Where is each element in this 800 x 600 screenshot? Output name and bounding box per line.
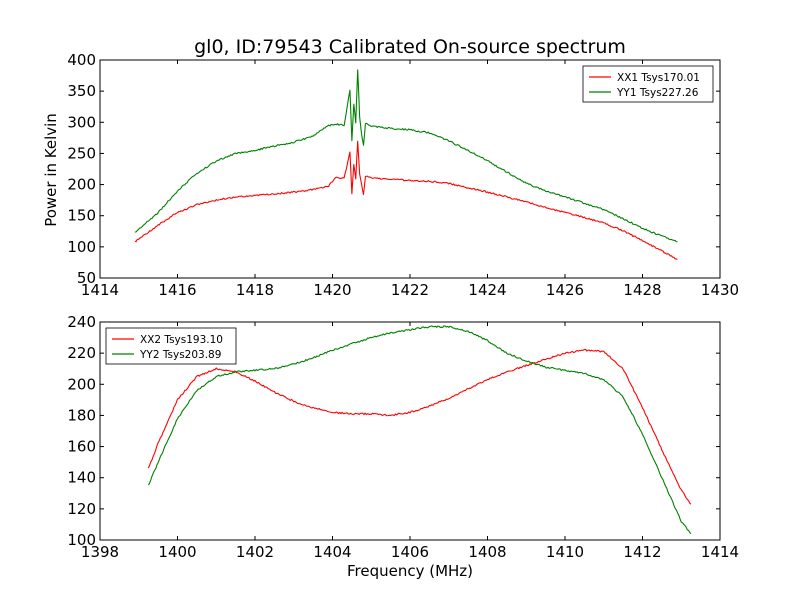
bottom-y-tick-label: 100	[67, 531, 96, 549]
top-x-tick-label: 1418	[236, 281, 274, 299]
top-x-tick-label: 1414	[81, 281, 119, 299]
bottom-legend-label: XX2 Tsys193.10	[140, 334, 223, 346]
top-y-tick-label: 100	[67, 238, 96, 256]
bottom-x-tick-label: 1398	[81, 543, 119, 561]
top-x-tick-label: 1422	[391, 281, 429, 299]
bottom-x-tick-label: 1412	[623, 543, 661, 561]
top-series-1-line	[134, 140, 678, 260]
bottom-legend-box	[105, 327, 237, 365]
bottom-y-tick-label: 240	[67, 313, 96, 331]
bottom-legend: XX2 Tsys193.10 YY2 Tsys203.89	[105, 327, 237, 365]
top-x-tick-label: 1426	[546, 281, 584, 299]
bottom-y-tick-label: 220	[67, 344, 96, 362]
top-y-tick-label: 50	[77, 269, 96, 287]
bottom-y-tick-label: 160	[67, 438, 96, 456]
top-y-tick-label: 250	[67, 144, 96, 162]
bottom-legend-label: YY2 Tsys203.89	[139, 349, 221, 361]
bottom-y-tick-label: 200	[67, 375, 96, 393]
top-y-tick-label: 150	[67, 207, 96, 225]
top-legend: XX1 Tsys170.01 YY1 Tsys227.26	[582, 65, 714, 103]
top-legend-label: XX1 Tsys170.01	[617, 72, 700, 84]
bottom-y-tick-label: 140	[67, 469, 96, 487]
top-y-axis-label: Power in Kelvin	[42, 113, 60, 227]
bottom-x-tick-label: 1404	[313, 543, 351, 561]
bottom-x-tick-label: 1408	[468, 543, 506, 561]
bottom-series-1-line	[147, 348, 692, 505]
top-y-tick-label: 350	[67, 82, 96, 100]
top-x-tick-label: 1416	[158, 281, 196, 299]
bottom-y-tick-label: 180	[67, 406, 96, 424]
bottom-x-tick-label: 1410	[546, 543, 584, 561]
top-y-tick-label: 200	[67, 176, 96, 194]
bottom-x-tick-label: 1400	[158, 543, 196, 561]
top-y-tick-label: 300	[67, 113, 96, 131]
top-legend-box	[582, 65, 714, 103]
top-x-tick-label: 1420	[313, 281, 351, 299]
bottom-x-tick-label: 1402	[236, 543, 274, 561]
top-series-2-line	[134, 69, 678, 243]
top-x-tick-label: 1430	[701, 281, 739, 299]
top-x-tick-label: 1428	[623, 281, 661, 299]
top-x-tick-label: 1424	[468, 281, 506, 299]
bottom-x-axis-label: Frequency (MHz)	[347, 562, 473, 580]
bottom-series-2-line	[147, 325, 692, 535]
bottom-x-tick-label: 1414	[701, 543, 739, 561]
bottom-x-tick-label: 1406	[391, 543, 429, 561]
top-plot: 1414 1416 1418 1420 1422 1424 1426 1428 1430 50 10…	[67, 51, 739, 299]
bottom-y-tick-label: 120	[67, 500, 96, 518]
chart-title: gl0, ID:79543 Calibrated On-source spect…	[194, 36, 626, 58]
top-y-tick-label: 400	[67, 51, 96, 69]
top-legend-label: YY1 Tsys227.26	[616, 87, 699, 99]
bottom-plot: 1398 1400 1402 1404 1406 1408 1410 1412 1414 100 1…	[67, 313, 739, 561]
